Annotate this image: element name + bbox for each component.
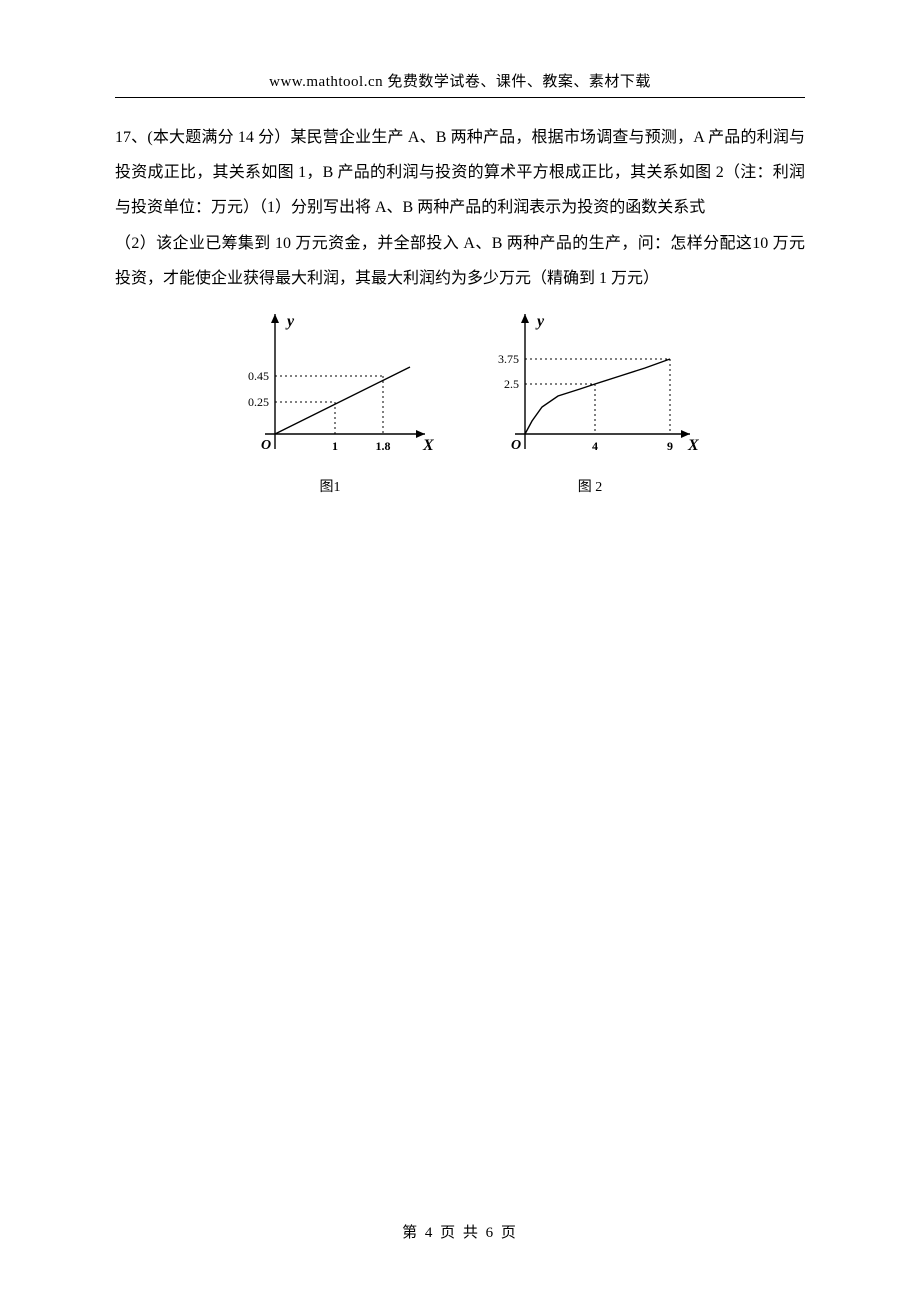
figure-1-caption: 图1: [320, 476, 341, 496]
svg-text:0.25: 0.25: [248, 395, 269, 409]
svg-text:O: O: [511, 438, 521, 453]
page-header: www.mathtool.cn 免费数学试卷、课件、教案、素材下载: [115, 70, 805, 98]
problem-text: 17、(本大题满分 14 分）某民营企业生产 A、B 两种产品，根据市场调查与预…: [115, 120, 805, 296]
problem-para-2: （2）该企业已筹集到 10 万元资金，并全部投入 A、B 两种产品的生产，问：怎…: [115, 226, 805, 296]
svg-text:1.8: 1.8: [376, 439, 391, 453]
svg-text:2.5: 2.5: [504, 377, 519, 391]
svg-text:O: O: [261, 438, 271, 453]
svg-text:4: 4: [592, 439, 598, 453]
svg-text:1: 1: [332, 439, 338, 453]
svg-text:0.45: 0.45: [248, 369, 269, 383]
problem-para-1: 17、(本大题满分 14 分）某民营企业生产 A、B 两种产品，根据市场调查与预…: [115, 120, 805, 226]
page-content: www.mathtool.cn 免费数学试卷、课件、教案、素材下载 17、(本大…: [0, 0, 920, 496]
svg-text:y: y: [285, 313, 295, 330]
svg-text:9: 9: [667, 439, 673, 453]
svg-text:X: X: [422, 437, 434, 454]
svg-text:3.75: 3.75: [498, 352, 519, 366]
page-footer: 第 4 页 共 6 页: [0, 1221, 920, 1242]
chart-1: Oy X 0.45 0.25 1 1.8: [220, 304, 440, 474]
svg-text:X: X: [687, 437, 699, 454]
figure-2-caption: 图 2: [578, 476, 603, 496]
chart-2: Oy X 3.75 2.5 4 9: [480, 304, 700, 474]
svg-text:y: y: [535, 313, 545, 330]
figure-1-wrap: Oy X 0.45 0.25 1 1.8 图1: [220, 304, 440, 496]
figures-row: Oy X 0.45 0.25 1 1.8 图1 Oy X 3.75 2.5 4 9 图 2: [115, 304, 805, 496]
figure-2-wrap: Oy X 3.75 2.5 4 9 图 2: [480, 304, 700, 496]
